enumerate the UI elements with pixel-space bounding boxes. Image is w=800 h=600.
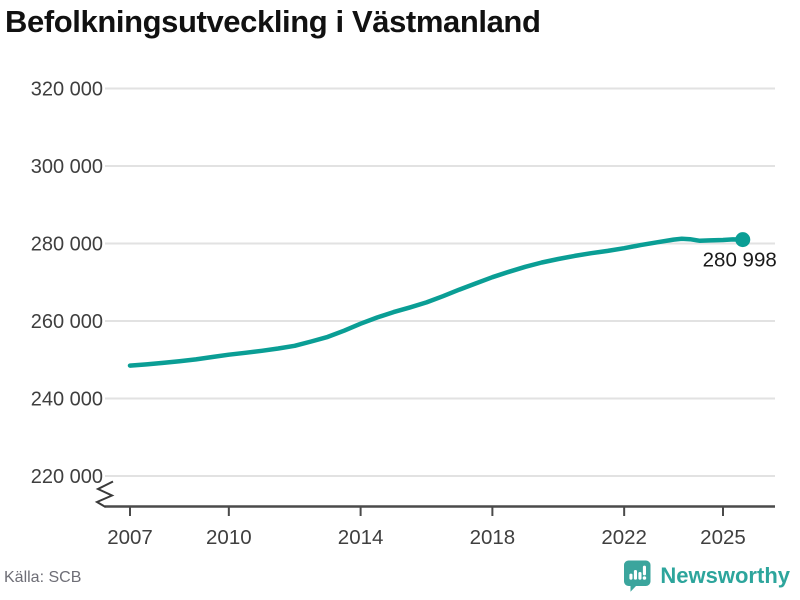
y-axis-break-icon — [94, 480, 115, 508]
x-tick-label: 2014 — [338, 526, 384, 549]
newsworthy-bubble-chart-icon — [623, 559, 652, 592]
x-tick-label: 2007 — [107, 526, 153, 549]
end-point-marker — [735, 232, 751, 248]
newsworthy-logo[interactable]: Newsworthy — [623, 559, 790, 592]
population-series-line — [127, 236, 746, 368]
y-tick-label: 320 000 — [31, 79, 103, 101]
y-tick-label: 260 000 — [31, 311, 103, 333]
x-tick-label: 2025 — [700, 526, 746, 549]
source-attribution: Källa: SCB — [4, 569, 82, 586]
newsworthy-wordmark: Newsworthy — [660, 562, 790, 588]
x-tick-label: 2010 — [206, 526, 252, 549]
x-tick-label: 2018 — [470, 526, 516, 549]
y-tick-label: 280 000 — [31, 234, 103, 256]
y-tick-label: 300 000 — [31, 156, 103, 178]
end-value-label: 280 998 — [703, 249, 777, 272]
chart-title: Befolkningsutveckling i Västmanland — [5, 4, 541, 39]
y-tick-label: 220 000 — [31, 466, 103, 488]
y-tick-label: 240 000 — [31, 389, 103, 411]
x-tick-label: 2022 — [601, 526, 647, 549]
